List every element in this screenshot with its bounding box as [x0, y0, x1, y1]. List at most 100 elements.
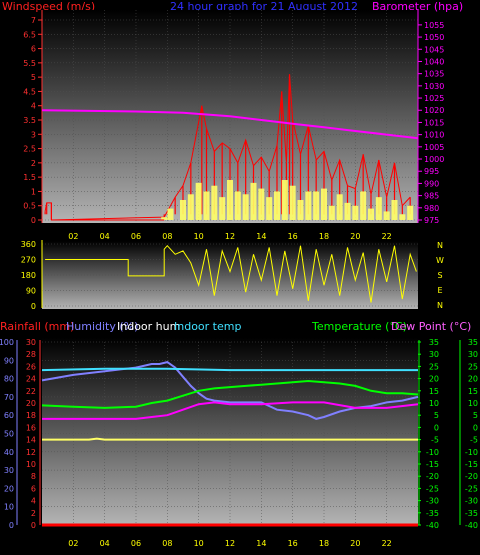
average-bar: [227, 180, 233, 220]
temp-x-tick-label: 04: [100, 539, 110, 548]
dewpoint-tick-label: 0: [473, 423, 478, 432]
rain-tick-label: 6: [31, 484, 36, 493]
dew-point-label: Dew Point (°C): [391, 320, 471, 333]
dewpoint-tick-label: -10: [465, 448, 478, 457]
rain-tick-label: 0: [31, 521, 36, 530]
compass-label: S: [437, 271, 442, 280]
average-bar: [399, 214, 406, 220]
wind-barometer-chart: 0 0.5 1 1.5 2 2.5 3 3.5 4 4.5 5 5.5 6 6.5 7 975 980 985 99…: [23, 10, 444, 241]
baro-tick-label: 1045: [424, 45, 444, 54]
temp-tick-label: -30: [426, 497, 439, 506]
barometer-axis-label: Barometer (hpa): [372, 0, 463, 13]
temp-tick-label: 0: [434, 423, 439, 432]
temp-x-tick-label: 18: [319, 539, 329, 548]
direction-tick-label: 90: [26, 287, 36, 296]
rain-tick-label: 2: [31, 509, 36, 518]
average-bar: [281, 180, 288, 220]
humidity-tick-label: 30: [4, 466, 14, 475]
average-bar: [375, 197, 382, 220]
compass-label: N: [437, 301, 443, 310]
windspeed-axis-label: Windspeed (m/s): [2, 0, 95, 13]
average-bar: [161, 217, 168, 220]
humidity-label: Humidity (%): [66, 320, 138, 333]
rain-tick-label: 20: [26, 399, 36, 408]
graph-title: 24 hour graph for 21 August 2012: [170, 0, 358, 13]
temp-x-tick-label: 22: [382, 539, 392, 548]
baro-tick-label: 1025: [424, 94, 444, 103]
rain-tick-label: 28: [26, 350, 36, 359]
baro-tick-label: 980: [424, 204, 439, 213]
temp-tick-label: -15: [426, 460, 439, 469]
wind-tick-label: 5.5: [23, 59, 36, 68]
temp-tick-label: 35: [429, 338, 439, 347]
average-bar: [211, 185, 218, 220]
series-line-3: [41, 379, 419, 409]
average-bar: [219, 197, 226, 220]
temp-tick-label: 25: [429, 362, 439, 371]
average-bar: [391, 200, 398, 220]
compass-label: N: [437, 241, 443, 250]
average-bar: [305, 191, 312, 220]
wind-x-tick-label: 16: [288, 232, 298, 241]
temp-tick-label: -40: [426, 521, 439, 530]
temp-x-tick-label: 20: [350, 539, 360, 548]
humidity-tick-label: 10: [4, 503, 14, 512]
average-bar: [234, 191, 241, 220]
wind-tick-label: 0.5: [23, 202, 36, 211]
series-line-2: [41, 367, 418, 372]
wind-x-tick-label: 06: [131, 232, 141, 241]
average-bar: [336, 194, 343, 220]
wind-tick-label: 6.5: [23, 30, 36, 39]
wind-tick-label: 2.5: [23, 145, 36, 154]
direction-plot-area: [42, 241, 418, 309]
temp-tick-label: 20: [429, 375, 439, 384]
dewpoint-tick-label: 25: [468, 362, 478, 371]
barometer-series-line: [41, 109, 419, 140]
average-bar: [328, 205, 335, 220]
rain-tick-label: 14: [26, 436, 36, 445]
humidity-tick-label: 20: [4, 484, 14, 493]
humidity-tick-label: 80: [4, 375, 14, 384]
humidity-tick-label: 60: [4, 411, 14, 420]
temp-tick-label: 10: [429, 399, 439, 408]
series-line-1: [42, 401, 419, 420]
wind-tick-label: 6: [31, 45, 36, 54]
dewpoint-tick-label: -15: [465, 460, 478, 469]
rain-tick-label: 10: [26, 460, 36, 469]
temperature-humidity-chart: 0102030405060708090100024681012141618202…: [0, 338, 478, 548]
average-bar: [313, 191, 320, 220]
temp-tick-label: -35: [426, 509, 439, 518]
wind-tick-label: 5: [31, 73, 36, 82]
wind-tick-label: 7: [31, 16, 36, 25]
compass-label: W: [436, 256, 444, 265]
wind-x-tick-label: 12: [225, 232, 235, 241]
dewpoint-tick-label: -40: [465, 521, 478, 530]
temp-x-tick-label: 08: [162, 539, 172, 548]
average-bar: [352, 205, 359, 220]
temp-x-tick-label: 16: [288, 539, 298, 548]
baro-tick-label: 990: [424, 179, 439, 188]
dewpoint-tick-label: -5: [470, 436, 478, 445]
wind-tick-label: 1: [31, 187, 36, 196]
humidity-tick-label: 40: [4, 448, 14, 457]
wind-direction-line: [45, 244, 417, 303]
average-bar: [289, 185, 296, 220]
baro-tick-label: 1015: [424, 118, 444, 127]
baro-tick-label: 1000: [424, 155, 444, 164]
gust-series-line: [44, 74, 411, 221]
wind-x-tick-label: 14: [256, 232, 266, 241]
rain-tick-label: 4: [31, 497, 36, 506]
average-bar: [258, 188, 265, 220]
average-bar: [180, 200, 186, 220]
wind-x-tick-label: 22: [382, 232, 392, 241]
baro-tick-label: 1005: [424, 143, 444, 152]
wind-tick-label: 4.5: [23, 87, 36, 96]
average-bar: [266, 197, 273, 220]
humidity-tick-label: 100: [0, 338, 14, 347]
dewpoint-tick-label: 30: [468, 350, 478, 359]
wind-tick-label: 4: [31, 102, 36, 111]
temp-tick-label: -20: [426, 472, 439, 481]
dewpoint-tick-label: 15: [468, 387, 478, 396]
wind-tick-label: 1.5: [23, 173, 36, 182]
dewpoint-tick-label: -30: [465, 497, 478, 506]
